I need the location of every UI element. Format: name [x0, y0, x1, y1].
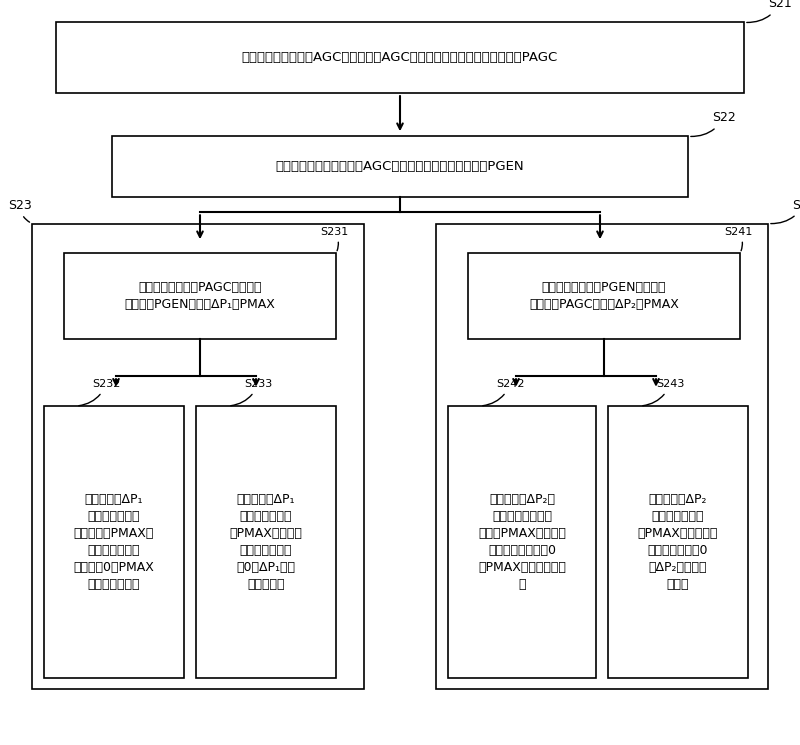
- Bar: [112, 136, 688, 197]
- Text: 比较所述实际功率PGEN减去所述
目标功率PAGC的差值ΔP₂与PMAX: 比较所述实际功率PGEN减去所述 目标功率PAGC的差值ΔP₂与PMAX: [529, 281, 679, 311]
- Text: S232: S232: [78, 379, 120, 406]
- Text: S242: S242: [482, 379, 525, 406]
- Bar: [32, 224, 364, 689]
- Text: 当所述差值ΔP₁
小于所述最大功
率PMAX时，控制
所述储能装置在
【0，ΔP₁】之
间提供电能: 当所述差值ΔP₁ 小于所述最大功 率PMAX时，控制 所述储能装置在 【0，ΔP…: [230, 493, 302, 591]
- Bar: [436, 224, 768, 689]
- Text: S21: S21: [746, 0, 792, 22]
- Text: 当所述差值ΔP₁
大于或者等于所
述最大功率PMAX时
，控制所述储能
装置在【0，PMAX
】之间提供电能: 当所述差值ΔP₁ 大于或者等于所 述最大功率PMAX时 ，控制所述储能 装置在【…: [74, 493, 154, 591]
- Text: 接收来自所述电网的AGC指令，所述AGC指令中包含输出电能的目标功率PAGC: 接收来自所述电网的AGC指令，所述AGC指令中包含输出电能的目标功率PAGC: [242, 51, 558, 64]
- Text: 比较所述目标功率PAGC减去所述
实际功率PGEN的差值ΔP₁与PMAX: 比较所述目标功率PAGC减去所述 实际功率PGEN的差值ΔP₁与PMAX: [125, 281, 275, 311]
- Text: S241: S241: [724, 226, 752, 251]
- Bar: [468, 253, 740, 339]
- Text: 当所述差值ΔP₂
小于所述最大功
率PMAX时，控制所
述储能装置在【0
，ΔP₂】之间吸
收电能: 当所述差值ΔP₂ 小于所述最大功 率PMAX时，控制所 述储能装置在【0 ，ΔP…: [638, 493, 718, 591]
- Text: S231: S231: [320, 226, 348, 251]
- Bar: [64, 253, 336, 339]
- Text: S233: S233: [230, 379, 272, 406]
- Text: 当所述差值ΔP₂大
于或者等于所述最
大功率PMAX时，控制
所述储能装置在【0
，PMAX】之间吸收电
能: 当所述差值ΔP₂大 于或者等于所述最 大功率PMAX时，控制 所述储能装置在【0…: [478, 493, 566, 591]
- Text: S243: S243: [642, 379, 684, 406]
- Bar: [196, 406, 336, 678]
- Bar: [44, 406, 184, 678]
- Bar: [608, 406, 748, 678]
- Bar: [448, 406, 596, 678]
- Bar: [56, 22, 744, 93]
- Text: S24: S24: [770, 199, 800, 224]
- Text: 检测所述发电机根据所述AGC指令产生的电能的实际功率PGEN: 检测所述发电机根据所述AGC指令产生的电能的实际功率PGEN: [276, 160, 524, 174]
- Text: S23: S23: [8, 199, 32, 222]
- Text: S22: S22: [690, 112, 736, 136]
